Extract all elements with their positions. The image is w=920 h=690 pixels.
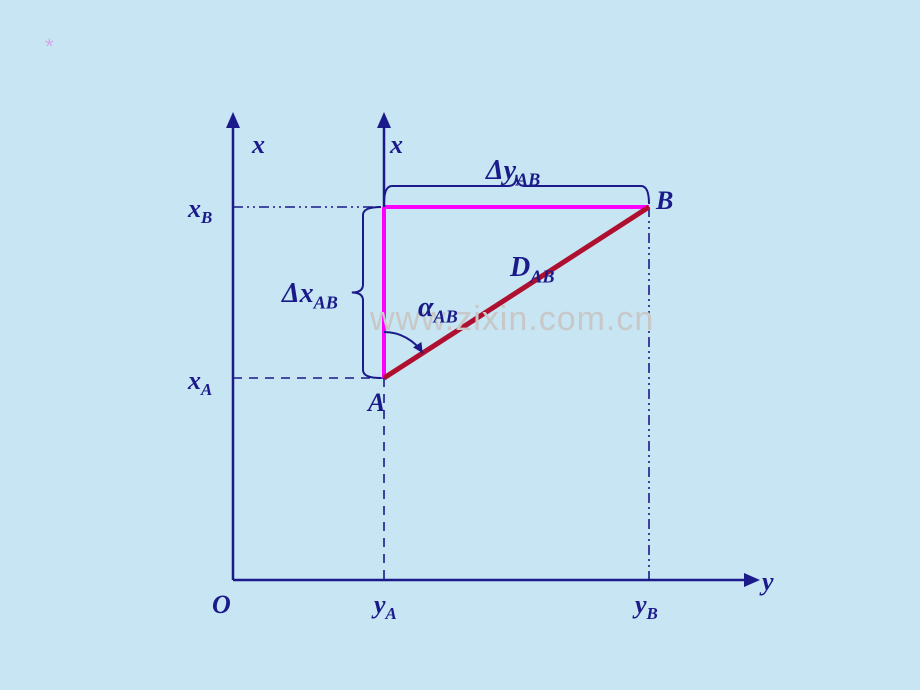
- label-alpha: αAB: [418, 292, 458, 328]
- coordinate-diagram: [0, 0, 920, 690]
- label-y_axis: y: [762, 567, 774, 597]
- label-dx: ΔxAB: [282, 278, 338, 314]
- label-xB: xB: [188, 194, 212, 228]
- label-yB: yB: [635, 590, 658, 624]
- label-dy: ΔyAB: [486, 155, 540, 191]
- label-D: DAB: [510, 252, 555, 288]
- label-x_axis_second: x: [390, 130, 403, 160]
- watermark-text: www.zixin.com.cn: [370, 300, 654, 339]
- label-A: A: [368, 388, 385, 418]
- label-O: O: [212, 590, 231, 620]
- label-x_axis_main: x: [252, 130, 265, 160]
- label-B: B: [656, 186, 673, 216]
- label-xA: xA: [188, 366, 212, 400]
- label-yA: yA: [374, 590, 397, 624]
